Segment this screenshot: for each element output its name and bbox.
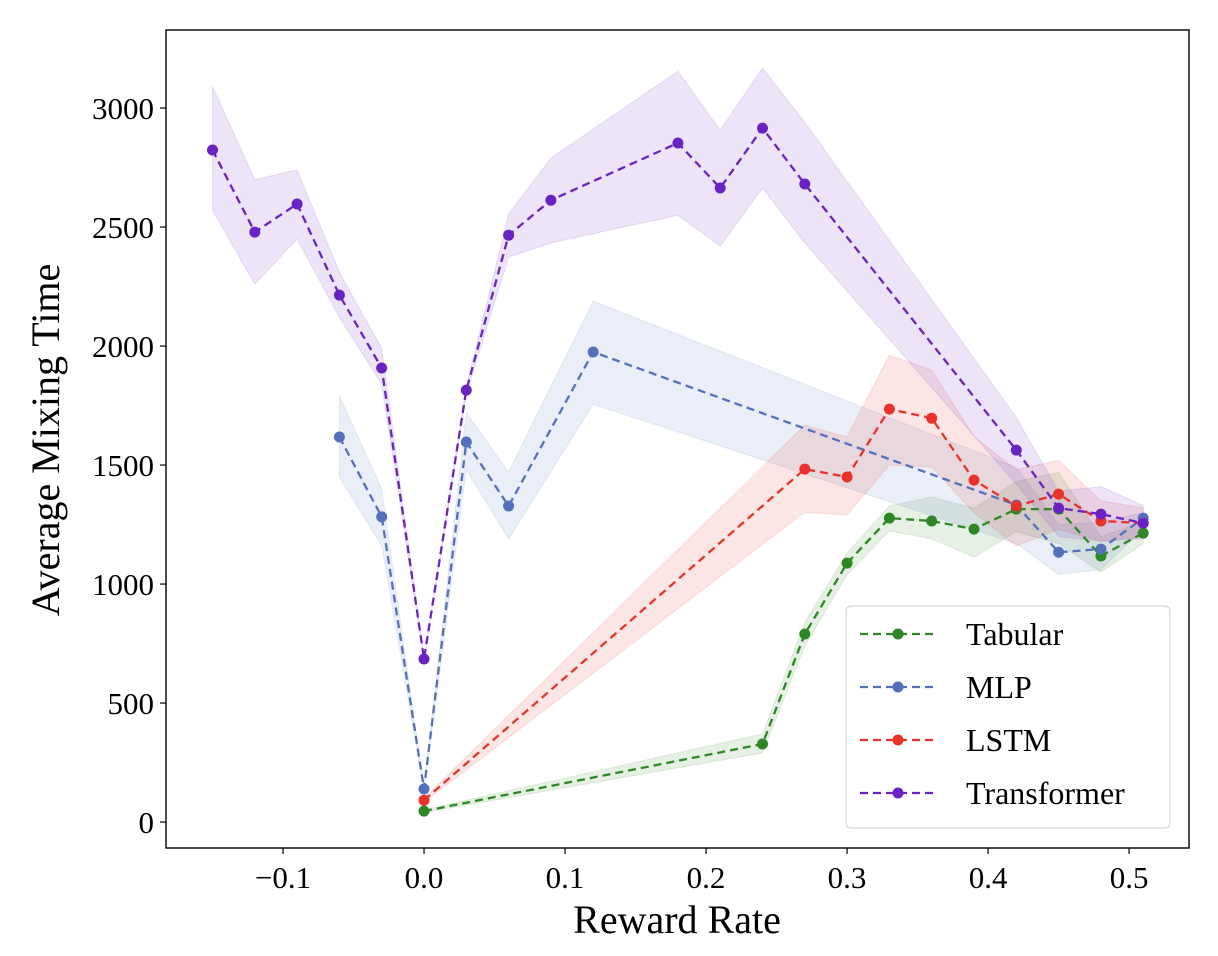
transformer-point xyxy=(799,178,811,190)
transformer-point xyxy=(333,289,345,301)
transformer-point xyxy=(714,182,726,194)
x-tick-label: 0.2 xyxy=(687,860,726,895)
transformer-point xyxy=(460,384,472,396)
x-tick-label: −0.1 xyxy=(255,860,311,895)
transformer-point xyxy=(376,362,388,374)
mlp-point xyxy=(460,436,472,448)
mlp-point xyxy=(376,511,388,523)
tabular-point xyxy=(968,523,980,535)
x-axis-label: Reward Rate xyxy=(573,897,781,942)
x-tick-label: 0.4 xyxy=(969,860,1008,895)
transformer-point xyxy=(418,653,430,665)
mlp-point xyxy=(418,783,430,795)
legend-label-tabular: Tabular xyxy=(966,616,1064,652)
lstm-point xyxy=(1053,488,1065,500)
transformer-point xyxy=(757,122,768,134)
legend-marker-lstm xyxy=(892,734,904,746)
y-tick-label: 2000 xyxy=(92,329,154,364)
legend-label-lstm: LSTM xyxy=(966,722,1051,758)
tabular-point xyxy=(883,512,895,524)
legend-marker-transformer xyxy=(892,787,904,799)
transformer-point xyxy=(207,144,218,156)
transformer-point xyxy=(1010,444,1022,456)
transformer-point xyxy=(1053,502,1065,514)
plot-frame xyxy=(165,29,1190,849)
x-tick-label: 0.5 xyxy=(1110,860,1149,895)
y-tick-label: 3000 xyxy=(92,91,154,126)
legend-item-mlp: MLP xyxy=(860,669,1032,705)
transformer-point xyxy=(503,229,515,241)
x-tick-label: 0.3 xyxy=(828,860,867,895)
tabular-point xyxy=(418,805,430,817)
tabular-point xyxy=(926,515,938,527)
tabular-point xyxy=(757,738,768,750)
lstm-line xyxy=(423,407,1144,802)
transformer-point xyxy=(249,226,261,238)
x-axis-ticks: −0.1 0.0 0.1 0.2 0.3 0.4 0.5 xyxy=(255,848,1149,895)
tabular-point xyxy=(841,557,853,569)
lstm-point xyxy=(968,474,980,486)
lstm-point xyxy=(883,403,895,415)
legend: Tabular MLP LSTM Transformer xyxy=(845,605,1171,829)
legend-item-tabular: Tabular xyxy=(860,616,1064,652)
mlp-point xyxy=(503,500,515,512)
mlp-line xyxy=(338,350,1144,790)
y-axis-ticks: 0 500 1000 1500 2000 2500 3000 xyxy=(92,91,166,840)
lstm-point xyxy=(926,412,938,424)
transformer-point xyxy=(672,137,684,149)
y-tick-label: 500 xyxy=(108,686,155,721)
x-tick-label: 0.1 xyxy=(546,860,585,895)
transformer-point xyxy=(291,198,303,210)
legend-marker-mlp xyxy=(892,681,904,693)
legend-marker-tabular xyxy=(892,628,904,640)
y-tick-label: 0 xyxy=(139,805,155,840)
lstm-point xyxy=(841,471,853,483)
lstm-point xyxy=(1010,500,1022,512)
lstm-point xyxy=(799,463,811,475)
legend-item-lstm: LSTM xyxy=(860,722,1051,758)
transformer-point xyxy=(1095,508,1107,520)
legend-label-mlp: MLP xyxy=(966,669,1032,705)
y-tick-label: 1000 xyxy=(92,567,154,602)
mlp-point xyxy=(1095,543,1107,555)
mlp-point xyxy=(1053,546,1065,558)
legend-item-transformer: Transformer xyxy=(860,775,1125,811)
y-axis-label: Average Mixing Time xyxy=(23,264,68,617)
series-markers xyxy=(207,122,1149,817)
tabular-band xyxy=(423,471,1144,814)
tabular-line xyxy=(423,507,1144,813)
y-tick-label: 1500 xyxy=(92,448,154,483)
transformer-point xyxy=(1137,517,1149,529)
tabular-point xyxy=(1137,527,1149,539)
x-tick-label: 0.0 xyxy=(405,860,444,895)
y-tick-label: 2500 xyxy=(92,210,154,245)
mlp-point xyxy=(587,346,599,358)
legend-label-transformer: Transformer xyxy=(966,775,1125,811)
legend-box xyxy=(845,605,1171,829)
transformer-point xyxy=(545,194,557,206)
tabular-point xyxy=(799,628,811,640)
lstm-point xyxy=(418,794,430,806)
mlp-point xyxy=(333,431,345,443)
